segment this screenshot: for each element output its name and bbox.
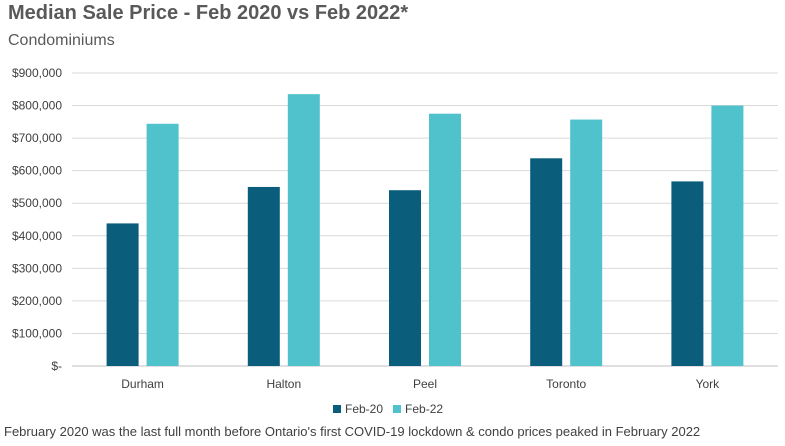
legend-label-feb22: Feb-22 [405,402,444,416]
legend-label-feb20: Feb-20 [345,402,384,416]
bar-feb20-durham [106,223,139,366]
gridlines [72,72,778,367]
legend: Feb-20 Feb-22 [333,402,453,416]
chart-subtitle: Condominiums [8,32,115,49]
footnote: February 2020 was the last full month be… [4,424,701,439]
bar-feb20-halton [247,186,280,366]
y-tick-label: $- [51,359,62,373]
y-tick-label: $900,000 [12,66,62,80]
bar-feb22-toronto [570,119,603,366]
y-tick-label: $300,000 [12,261,62,275]
x-axis-category-labels: Durham Halton Peel Toronto York [121,377,720,391]
legend-item-feb20: Feb-20 [333,402,383,416]
y-tick-label: $500,000 [12,196,62,210]
bar-chart: $- $100,000 $200,000 $300,000 $400,000 $500,0… [12,66,778,391]
y-axis-tick-labels: $- $100,000 $200,000 $300,000 $400,000 $500,0… [12,66,62,373]
y-tick-label: $700,000 [12,131,62,145]
bar-feb20-toronto [530,158,563,366]
y-tick-label: $800,000 [12,99,62,113]
legend-swatch-feb22 [393,405,402,413]
chart-title: Median Sale Price - Feb 2020 vs Feb 2022… [8,2,409,24]
x-category-label: Durham [121,377,164,391]
y-tick-label: $100,000 [12,326,62,340]
bars [106,94,744,367]
bar-feb22-peel [429,113,461,366]
x-category-label: Halton [266,377,301,391]
bar-feb20-peel [389,190,421,366]
y-tick-label: $400,000 [12,229,62,243]
x-category-label: York [696,377,721,391]
bar-feb20-york [671,181,704,366]
bar-feb22-halton [287,94,320,367]
y-tick-label: $600,000 [12,164,62,178]
x-category-label: Peel [413,377,437,391]
y-tick-label: $200,000 [12,294,62,308]
legend-swatch-feb20 [333,405,341,413]
bar-feb22-durham [146,123,179,366]
legend-item-feb22: Feb-22 [393,402,443,416]
x-category-label: Toronto [546,377,586,391]
bar-feb22-york [711,105,744,367]
